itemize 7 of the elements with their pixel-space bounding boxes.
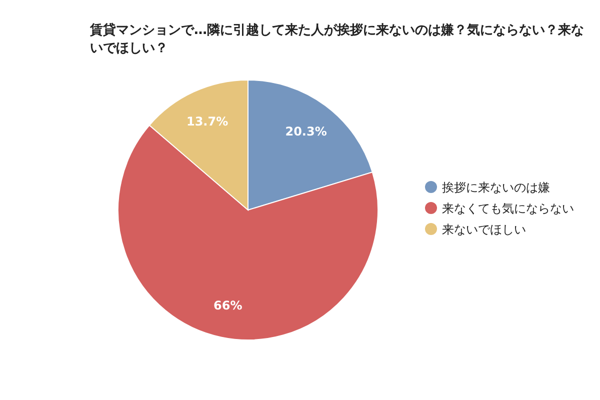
legend-label: 挨拶に来ないのは嫌 bbox=[442, 180, 550, 194]
legend-label: 来ないでほしい bbox=[442, 222, 526, 236]
data-label: 13.7% bbox=[186, 114, 228, 128]
data-label: 20.3% bbox=[285, 124, 327, 139]
chart-title: 賃貸マンションで…隣に引越して来た人が挨拶に来ないのは嫌？気にならない？来ないでほしい？ bbox=[90, 22, 585, 58]
data-label: 66% bbox=[214, 298, 242, 312]
legend-label: 来なくても気にならない bbox=[442, 202, 574, 216]
